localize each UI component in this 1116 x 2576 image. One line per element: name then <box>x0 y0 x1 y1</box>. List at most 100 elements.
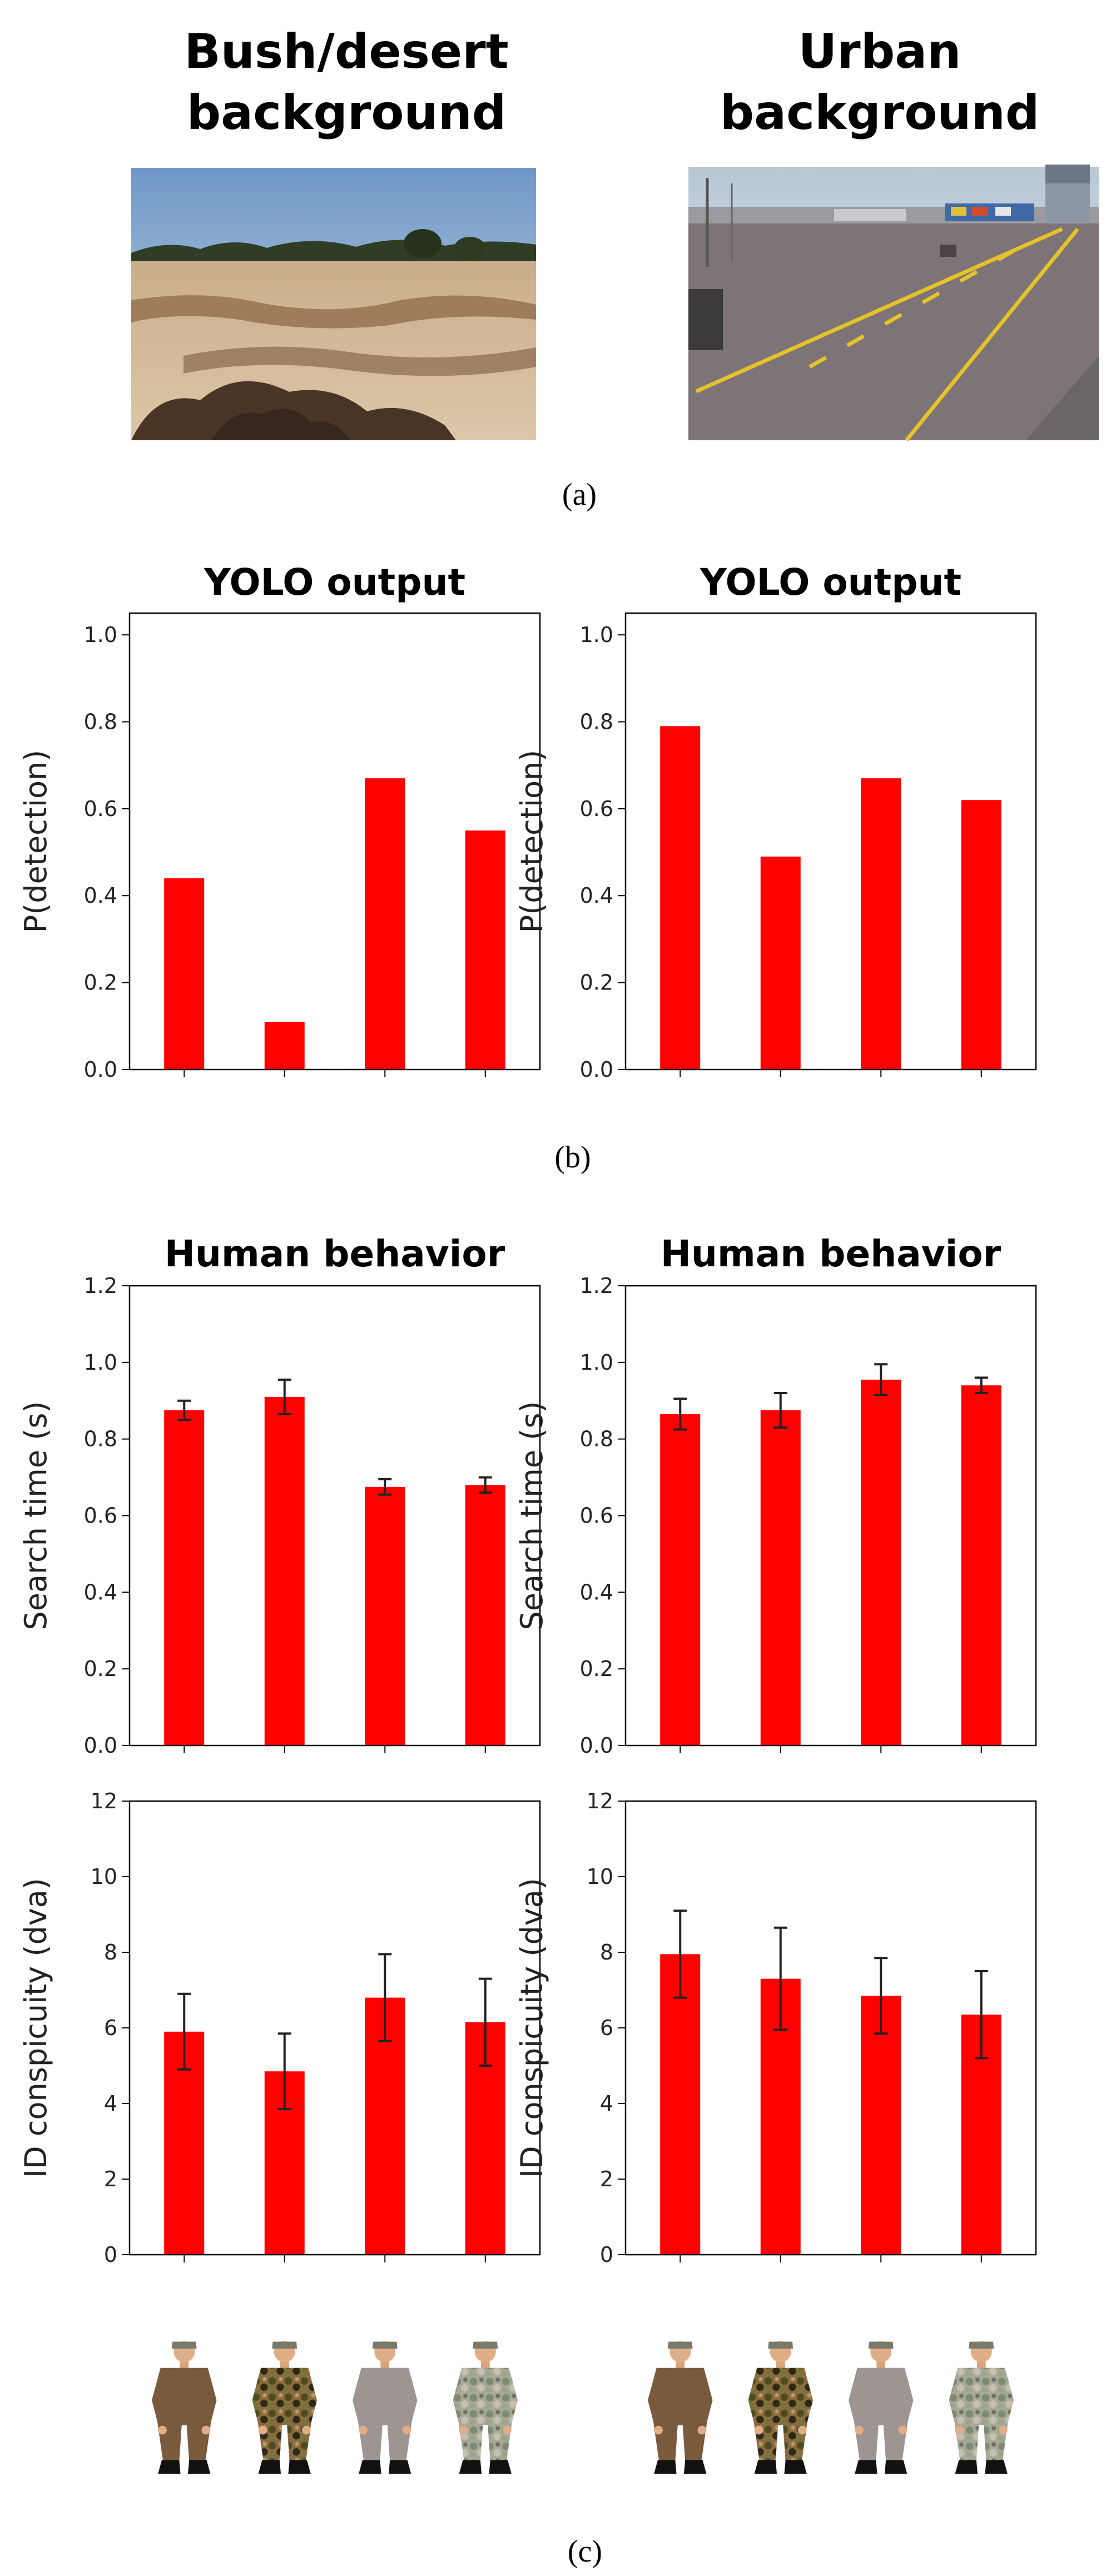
y-tick-label: 8 <box>600 1940 613 1965</box>
y-tick-label: 2 <box>600 2167 613 2191</box>
scene-title-urban-line2: background <box>720 85 1040 141</box>
y-tick-label: 1.0 <box>580 1350 613 1375</box>
y-tick-label: 0.4 <box>580 883 613 908</box>
bar-grey-green-camouflage <box>961 1385 1001 1745</box>
bar-grey-uniform <box>861 1996 901 2255</box>
bar-brown-uniform <box>164 878 205 1070</box>
bar-grey-uniform <box>365 778 405 1070</box>
scene-title-bush-line1: Bush/desert <box>184 24 509 79</box>
chart-yolo-bush: YOLO output P(detection) 0.0 0.2 0.4 0.6 0.8 1.… <box>18 561 541 1082</box>
y-tick-label: 1.0 <box>84 623 117 647</box>
y-tick-label: 0.6 <box>580 797 613 821</box>
panel-c: Human behavior Search time (s) 0.0 0.2 0.4 0.… <box>18 1232 1037 2569</box>
y-tick-label: 0.8 <box>84 1427 117 1451</box>
y-tick-label: 0.4 <box>84 883 117 908</box>
chart-search-bush: Human behavior Search time (s) 0.0 0.2 0.4 0.… <box>18 1232 541 1758</box>
bar-brown-uniform <box>660 1954 701 2255</box>
chart-title: YOLO output <box>700 561 961 604</box>
bar-woodland-camouflage <box>760 1410 801 1745</box>
y-tick-label: 12 <box>587 1789 613 1813</box>
y-tick-label: 0 <box>600 2242 613 2267</box>
soldier-figure-icon <box>453 2341 518 2474</box>
plot-frame <box>624 612 1037 1071</box>
bar-grey-uniform <box>861 1379 901 1745</box>
soldier-figure-icon <box>152 2341 217 2474</box>
soldier-figure-row <box>152 2341 1014 2474</box>
y-tick-label: 6 <box>600 2016 613 2040</box>
y-tick-label: 0.2 <box>580 971 613 995</box>
y-tick-label: 10 <box>587 1864 613 1889</box>
bar-brown-uniform <box>660 1414 701 1745</box>
y-axis-label: ID conspicuity (dva) <box>514 1878 549 2178</box>
y-axis-label: P(detection) <box>514 750 549 933</box>
bar-woodland-camouflage <box>760 856 801 1070</box>
y-tick-label: 6 <box>104 2016 117 2040</box>
chart-yolo-urban: YOLO output P(detection) 0.0 0.2 0.4 0.6 0.8 1.… <box>514 561 1037 1082</box>
y-tick-label: 0.6 <box>84 797 117 821</box>
soldier-figure-icon <box>252 2341 317 2474</box>
y-axis-label: Search time (s) <box>514 1401 549 1630</box>
bar-grey-green-camouflage <box>961 800 1001 1070</box>
y-tick-label: 0.2 <box>580 1657 613 1681</box>
plot-frame <box>128 612 541 1071</box>
y-tick-label: 0.0 <box>580 1733 613 1758</box>
soldier-grey-uniform-icon <box>849 2341 914 2474</box>
plot-frame <box>128 1285 541 1747</box>
y-axis-label: ID conspicuity (dva) <box>18 1878 53 2178</box>
chart-title: Human behavior <box>661 1232 1001 1275</box>
plot-frame <box>128 1800 541 2256</box>
y-tick-label: 0.6 <box>84 1504 117 1528</box>
y-tick-label: 12 <box>91 1789 117 1813</box>
soldier-grey-uniform-icon <box>353 2341 418 2474</box>
y-tick-label: 1.2 <box>84 1274 117 1298</box>
chart-id-bush: ID conspicuity (dva) 0 2 4 6 8 10 12 <box>18 1789 541 2267</box>
panel-b: YOLO output P(detection) 0.0 0.2 0.4 0.6 0.8 1.… <box>18 561 1037 1175</box>
y-tick-label: 0.8 <box>580 1427 613 1451</box>
urban-pavement-scene-image <box>688 165 1099 442</box>
bar-grey-green-camouflage <box>465 1485 505 1745</box>
plot-frame <box>624 1285 1037 1747</box>
soldier-grey-green-camouflage-icon <box>949 2341 1014 2474</box>
panel-c-caption: (c) <box>568 2534 602 2569</box>
chart-title: Human behavior <box>165 1232 505 1275</box>
y-tick-label: 0.8 <box>84 709 117 734</box>
y-tick-label: 2 <box>104 2167 117 2191</box>
y-tick-label: 1.2 <box>580 1274 613 1298</box>
y-axis-label: P(detection) <box>18 750 53 933</box>
soldier-brown-uniform-icon <box>648 2341 713 2474</box>
y-tick-label: 4 <box>600 2091 613 2116</box>
bar-grey-green-camouflage <box>465 830 505 1070</box>
soldier-figure-icon <box>353 2341 418 2474</box>
y-tick-label: 0.6 <box>580 1504 613 1528</box>
y-tick-label: 0.0 <box>84 1057 117 1082</box>
y-tick-label: 1.0 <box>580 623 613 647</box>
soldier-woodland-camouflage-icon <box>748 2341 813 2474</box>
bar-grey-uniform <box>861 778 901 1070</box>
chart-title: YOLO output <box>204 561 465 604</box>
y-tick-label: 0.0 <box>580 1057 613 1082</box>
soldier-figure-icon <box>748 2341 813 2474</box>
panel-a-caption: (a) <box>562 478 597 512</box>
scene-title-urban-line1: Urban <box>798 24 961 79</box>
plot-frame <box>624 1800 1037 2256</box>
bar-woodland-camouflage <box>264 1021 305 1070</box>
soldier-brown-uniform-icon <box>152 2341 217 2474</box>
y-axis-label: Search time (s) <box>18 1401 53 1630</box>
y-tick-label: 0.8 <box>580 709 613 734</box>
soldier-grey-green-camouflage-icon <box>453 2341 518 2474</box>
y-tick-label: 0.2 <box>84 971 117 995</box>
soldier-figure-icon <box>648 2341 713 2474</box>
bush-desert-scene-image <box>131 168 536 440</box>
y-tick-label: 1.0 <box>84 1350 117 1375</box>
y-tick-label: 4 <box>104 2091 117 2116</box>
panel-a: Bush/desert background Urban background <box>131 24 1099 512</box>
y-tick-label: 0.4 <box>84 1580 117 1604</box>
y-tick-label: 8 <box>104 1940 117 1965</box>
y-tick-label: 10 <box>91 1864 117 1889</box>
scene-title-bush-line2: background <box>187 85 507 141</box>
soldier-figure-icon <box>849 2341 914 2474</box>
y-tick-label: 0.0 <box>84 1733 117 1758</box>
panel-b-caption: (b) <box>554 1140 591 1175</box>
bar-brown-uniform <box>660 726 701 1070</box>
